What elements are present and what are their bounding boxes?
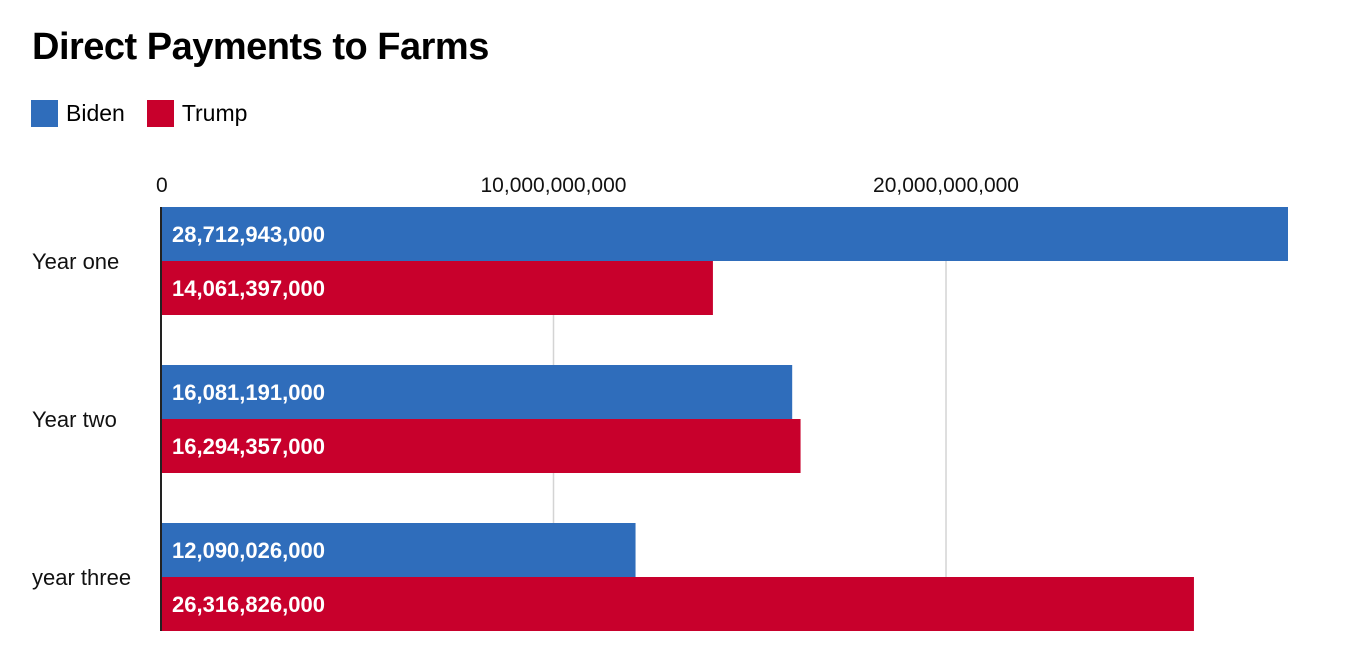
x-tick-label: 0 bbox=[156, 174, 168, 197]
category-label: year three bbox=[32, 565, 131, 590]
legend-swatch-trump bbox=[146, 99, 174, 127]
bar-value-label: 14,061,397,000 bbox=[172, 276, 325, 301]
bar-biden bbox=[161, 365, 793, 419]
bar-trump bbox=[161, 261, 713, 315]
bar-value-label: 16,081,191,000 bbox=[172, 380, 325, 405]
legend-label-trump: Trump bbox=[181, 100, 248, 126]
bar-biden bbox=[161, 523, 636, 577]
bar-biden bbox=[161, 207, 1288, 261]
bar-value-label: 28,712,943,000 bbox=[172, 222, 325, 247]
bar-value-label: 26,316,826,000 bbox=[172, 592, 325, 617]
legend-item-biden: Biden bbox=[31, 99, 125, 127]
category-label: Year one bbox=[32, 249, 119, 274]
legend-label-biden: Biden bbox=[66, 100, 125, 126]
bar-trump bbox=[161, 419, 801, 473]
legend-item-trump: Trump bbox=[146, 99, 248, 127]
legend-swatch-biden bbox=[31, 99, 58, 127]
x-tick-label: 10,000,000,000 bbox=[481, 174, 627, 197]
legend: Biden Trump bbox=[31, 99, 269, 127]
category-label: Year two bbox=[32, 407, 117, 432]
bar-value-label: 12,090,026,000 bbox=[172, 538, 325, 563]
bar-value-label: 16,294,357,000 bbox=[172, 434, 325, 459]
x-tick-label: 20,000,000,000 bbox=[873, 174, 1019, 197]
bar-trump bbox=[161, 577, 1194, 631]
chart-title: Direct Payments to Farms bbox=[32, 26, 489, 68]
